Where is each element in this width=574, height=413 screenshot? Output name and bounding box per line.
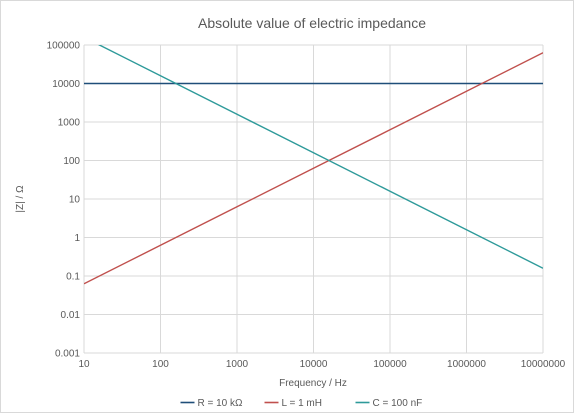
y-tick-label-3: 1 [74,233,80,244]
y-tick-label-7: 10000 [52,79,80,90]
y-tick-label-1: 0.01 [61,310,81,321]
y-tick-label-6: 1000 [58,118,81,129]
y-tick-label-5: 100 [63,156,80,167]
x-tick-label-2: 1000 [226,359,249,370]
legend: R = 10 kΩ L = 1 mH C = 100 nF [180,398,423,409]
x-tick-label-3: 10000 [300,359,328,370]
x-tick-label-0: 10 [78,359,90,370]
y-tick-label-2: 0.1 [66,272,80,283]
y-axis-title: |Z| / Ω [15,185,26,213]
grid-layer [83,44,544,354]
chart-title: Absolute value of electric impedance [198,15,426,31]
tick-layer: 0.001 0.01 0.1 1 10 100 1000 10000 100000 10 100 10… [47,41,566,371]
y-tick-label-8: 100000 [47,41,81,52]
x-tick-label-1: 100 [152,359,169,370]
x-axis-title: Frequency / Hz [279,378,347,389]
series-line-1 [84,52,543,285]
legend-label-2: C = 100 nF [373,398,423,409]
x-tick-label-5: 1000000 [447,359,486,370]
series-layer [84,45,543,285]
x-tick-label-6: 10000000 [521,359,566,370]
y-tick-label-0: 0.001 [55,349,80,360]
y-tick-label-4: 10 [69,195,81,206]
series-line-2 [97,45,543,269]
x-tick-label-4: 100000 [373,359,407,370]
legend-label-0: R = 10 kΩ [198,398,244,409]
legend-label-1: L = 1 mH [282,398,322,409]
